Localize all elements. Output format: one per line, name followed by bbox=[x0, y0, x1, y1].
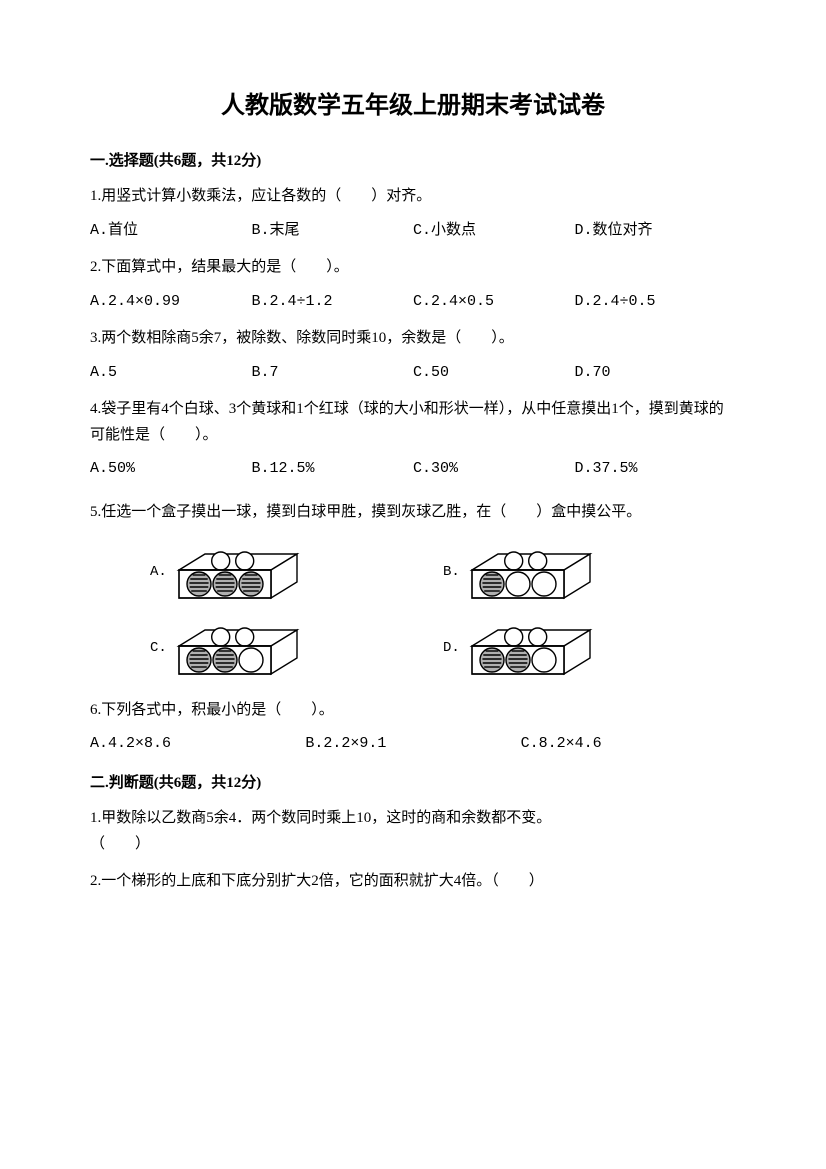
q2-text: 2.下面算式中，结果最大的是（ ）。 bbox=[90, 255, 736, 281]
q3-opt-b: B.7 bbox=[252, 360, 414, 386]
q5-box-b-label: B. bbox=[443, 561, 460, 585]
q1-text: 1.用竖式计算小数乘法，应让各数的（ ）对齐。 bbox=[90, 184, 736, 210]
q3-options: A.5 B.7 C.50 D.70 bbox=[90, 360, 736, 386]
q2-opt-a: A.2.4×0.99 bbox=[90, 289, 252, 315]
q2-options: A.2.4×0.99 B.2.4÷1.2 C.2.4×0.5 D.2.4÷0.5 bbox=[90, 289, 736, 315]
section2-header: 二.判断题(共6题，共12分) bbox=[90, 771, 736, 797]
q6-opt-c: C.8.2×4.6 bbox=[521, 731, 736, 757]
question-2: 2.下面算式中，结果最大的是（ ）。 A.2.4×0.99 B.2.4÷1.2 … bbox=[90, 255, 736, 314]
q6-opt-b: B.2.2×9.1 bbox=[305, 731, 520, 757]
q4-opt-c: C.30% bbox=[413, 456, 575, 482]
q3-opt-a: A.5 bbox=[90, 360, 252, 386]
section1-header: 一.选择题(共6题，共12分) bbox=[90, 149, 736, 175]
q6-opt-a: A.4.2×8.6 bbox=[90, 731, 305, 757]
q4-options: A.50% B.12.5% C.30% D.37.5% bbox=[90, 456, 736, 482]
q5-box-a: A. bbox=[150, 542, 383, 604]
judge-q2: 2.一个梯形的上底和下底分别扩大2倍，它的面积就扩大4倍。（ ） bbox=[90, 869, 736, 895]
q4-opt-b: B.12.5% bbox=[252, 456, 414, 482]
q1-opt-b: B.末尾 bbox=[252, 218, 414, 244]
q5-box-d: D. bbox=[443, 618, 676, 680]
q5-box-a-label: A. bbox=[150, 561, 167, 585]
q5-box-b: B. bbox=[443, 542, 676, 604]
q2-opt-c: C.2.4×0.5 bbox=[413, 289, 575, 315]
box-diagram-icon bbox=[466, 542, 606, 604]
q4-opt-d: D.37.5% bbox=[575, 456, 737, 482]
q1-options: A.首位 B.末尾 C.小数点 D.数位对齐 bbox=[90, 218, 736, 244]
question-6: 6.下列各式中，积最小的是（ ）。 A.4.2×8.6 B.2.2×9.1 C.… bbox=[90, 698, 736, 757]
q2-opt-b: B.2.4÷1.2 bbox=[252, 289, 414, 315]
q1-opt-c: C.小数点 bbox=[413, 218, 575, 244]
q4-text: 4.袋子里有4个白球、3个黄球和1个红球（球的大小和形状一样），从中任意摸出1个… bbox=[90, 397, 736, 448]
question-4: 4.袋子里有4个白球、3个黄球和1个红球（球的大小和形状一样），从中任意摸出1个… bbox=[90, 397, 736, 482]
q5-box-c-label: C. bbox=[150, 637, 167, 661]
question-1: 1.用竖式计算小数乘法，应让各数的（ ）对齐。 A.首位 B.末尾 C.小数点 … bbox=[90, 184, 736, 243]
q5-box-d-label: D. bbox=[443, 637, 460, 661]
judge-q1-text: 1.甲数除以乙数商5余4．两个数同时乘上10，这时的商和余数都不变。 bbox=[90, 810, 551, 826]
q5-diagrams: A. B. C. D. bbox=[150, 542, 676, 680]
judge-q2-text: 2.一个梯形的上底和下底分别扩大2倍，它的面积就扩大4倍。（ ） bbox=[90, 873, 544, 889]
q3-opt-c: C.50 bbox=[413, 360, 575, 386]
judge-q1-blank: （ ） bbox=[90, 836, 150, 852]
box-diagram-icon bbox=[173, 542, 313, 604]
q1-opt-a: A.首位 bbox=[90, 218, 252, 244]
q3-text: 3.两个数相除商5余7，被除数、除数同时乘10，余数是（ ）。 bbox=[90, 326, 736, 352]
box-diagram-icon bbox=[466, 618, 606, 680]
q5-text: 5.任选一个盒子摸出一球，摸到白球甲胜，摸到灰球乙胜，在（ ）盒中摸公平。 bbox=[90, 494, 736, 530]
question-5: 5.任选一个盒子摸出一球，摸到白球甲胜，摸到灰球乙胜，在（ ）盒中摸公平。 A.… bbox=[90, 494, 736, 680]
q1-opt-d: D.数位对齐 bbox=[575, 218, 737, 244]
page-title: 人教版数学五年级上册期末考试试卷 bbox=[90, 86, 736, 127]
box-diagram-icon bbox=[173, 618, 313, 680]
question-3: 3.两个数相除商5余7，被除数、除数同时乘10，余数是（ ）。 A.5 B.7 … bbox=[90, 326, 736, 385]
q3-opt-d: D.70 bbox=[575, 360, 737, 386]
q5-box-c: C. bbox=[150, 618, 383, 680]
q4-opt-a: A.50% bbox=[90, 456, 252, 482]
q6-options: A.4.2×8.6 B.2.2×9.1 C.8.2×4.6 bbox=[90, 731, 736, 757]
q6-text: 6.下列各式中，积最小的是（ ）。 bbox=[90, 698, 736, 724]
q2-opt-d: D.2.4÷0.5 bbox=[575, 289, 737, 315]
judge-q1: 1.甲数除以乙数商5余4．两个数同时乘上10，这时的商和余数都不变。 （ ） bbox=[90, 806, 736, 857]
